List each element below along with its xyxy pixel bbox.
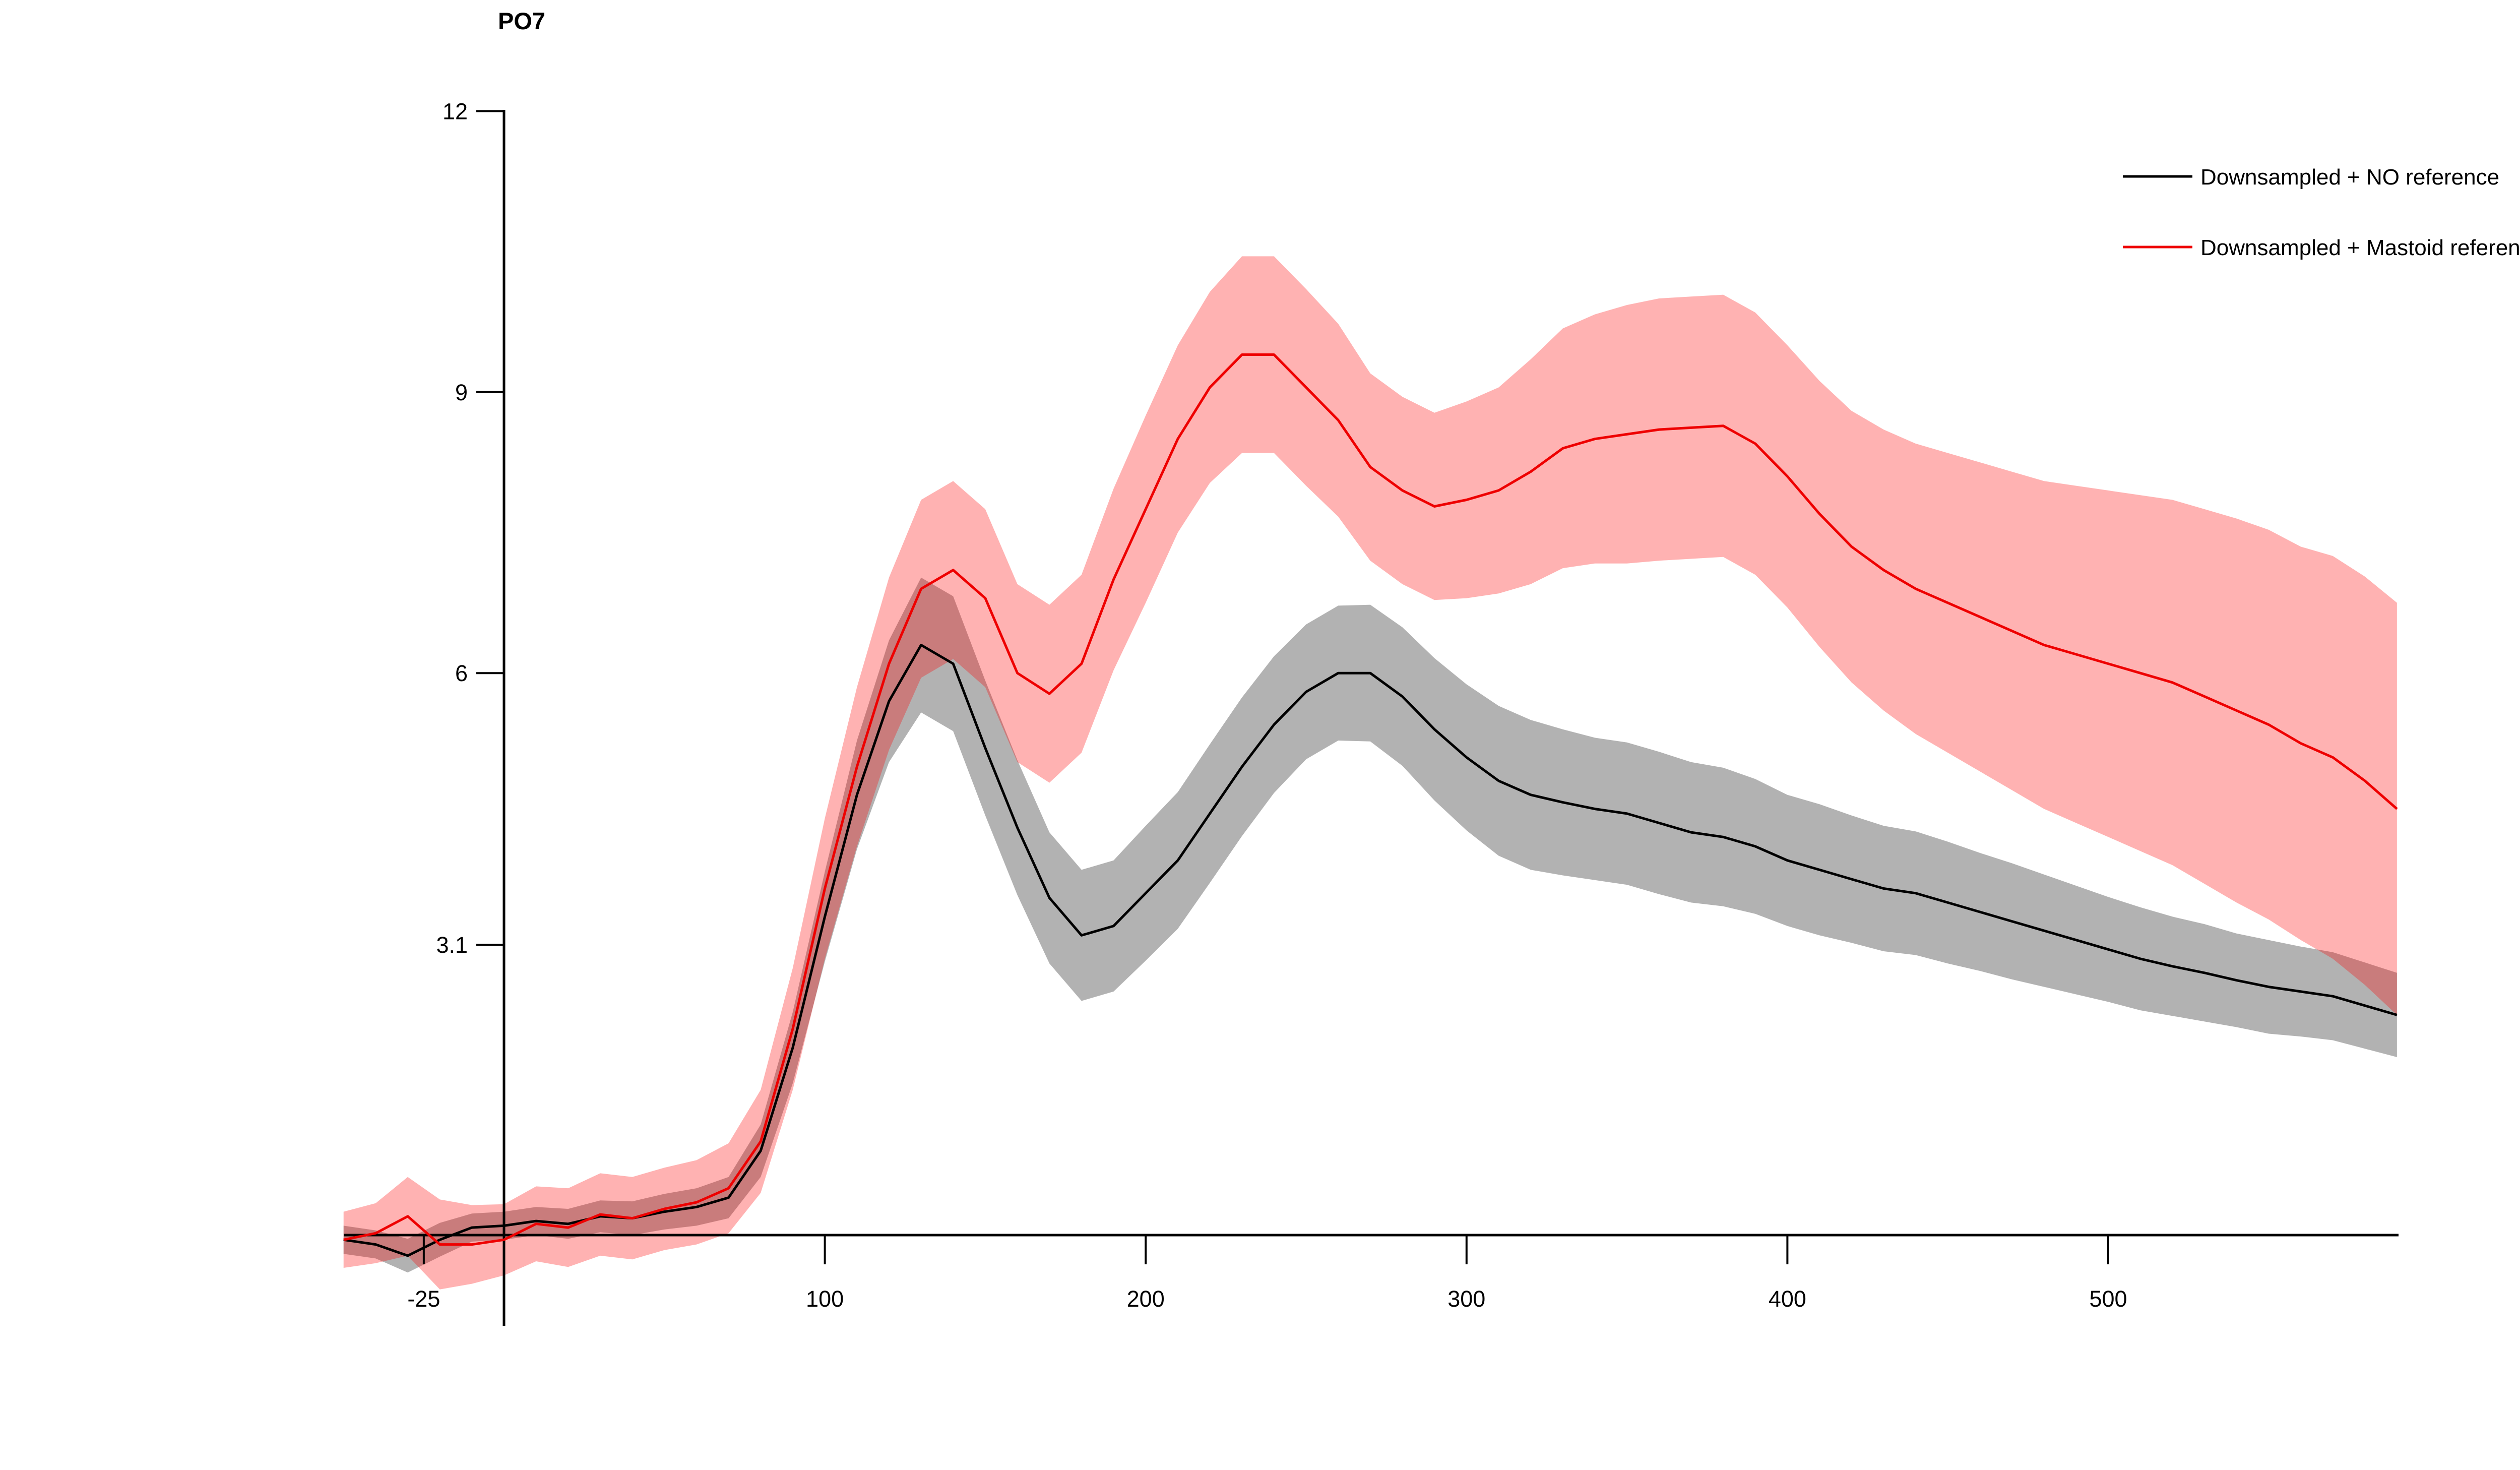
legend: Downsampled + NO reference Downsampled +… [2123, 165, 2520, 260]
traces-layer [343, 353, 2398, 1257]
y-tick-label-9: 9 [455, 380, 468, 405]
no-reference-band [343, 577, 2397, 1273]
ticks-layer: -25 100 200 300 400 500 12 9 6 3.1 [407, 98, 2127, 1312]
x-tick-label-500: 500 [2089, 1286, 2127, 1312]
mastoid-reference-trace [343, 353, 2398, 1246]
confidence-bands-layer [343, 256, 2397, 1290]
chart-title: PO7 [498, 8, 545, 34]
x-tick-label--25: -25 [407, 1286, 440, 1312]
no-reference-trace [343, 644, 2398, 1257]
x-tick-label-100: 100 [806, 1286, 844, 1312]
mastoid-reference-band [343, 256, 2397, 1290]
x-tick-label-400: 400 [1769, 1286, 1806, 1312]
x-tick-label-200: 200 [1127, 1286, 1165, 1312]
y-tick-label-6: 6 [455, 660, 468, 686]
axes-layer: -25 100 200 300 400 500 12 9 6 3.1 [344, 98, 2399, 1326]
legend-label-no-reference: Downsampled + NO reference [2200, 165, 2499, 190]
y-tick-label-12: 12 [443, 98, 468, 124]
y-tick-label-3.1: 3.1 [436, 932, 468, 958]
legend-label-mastoid-reference: Downsampled + Mastoid reference [2200, 235, 2520, 260]
x-tick-label-300: 300 [1447, 1286, 1485, 1312]
